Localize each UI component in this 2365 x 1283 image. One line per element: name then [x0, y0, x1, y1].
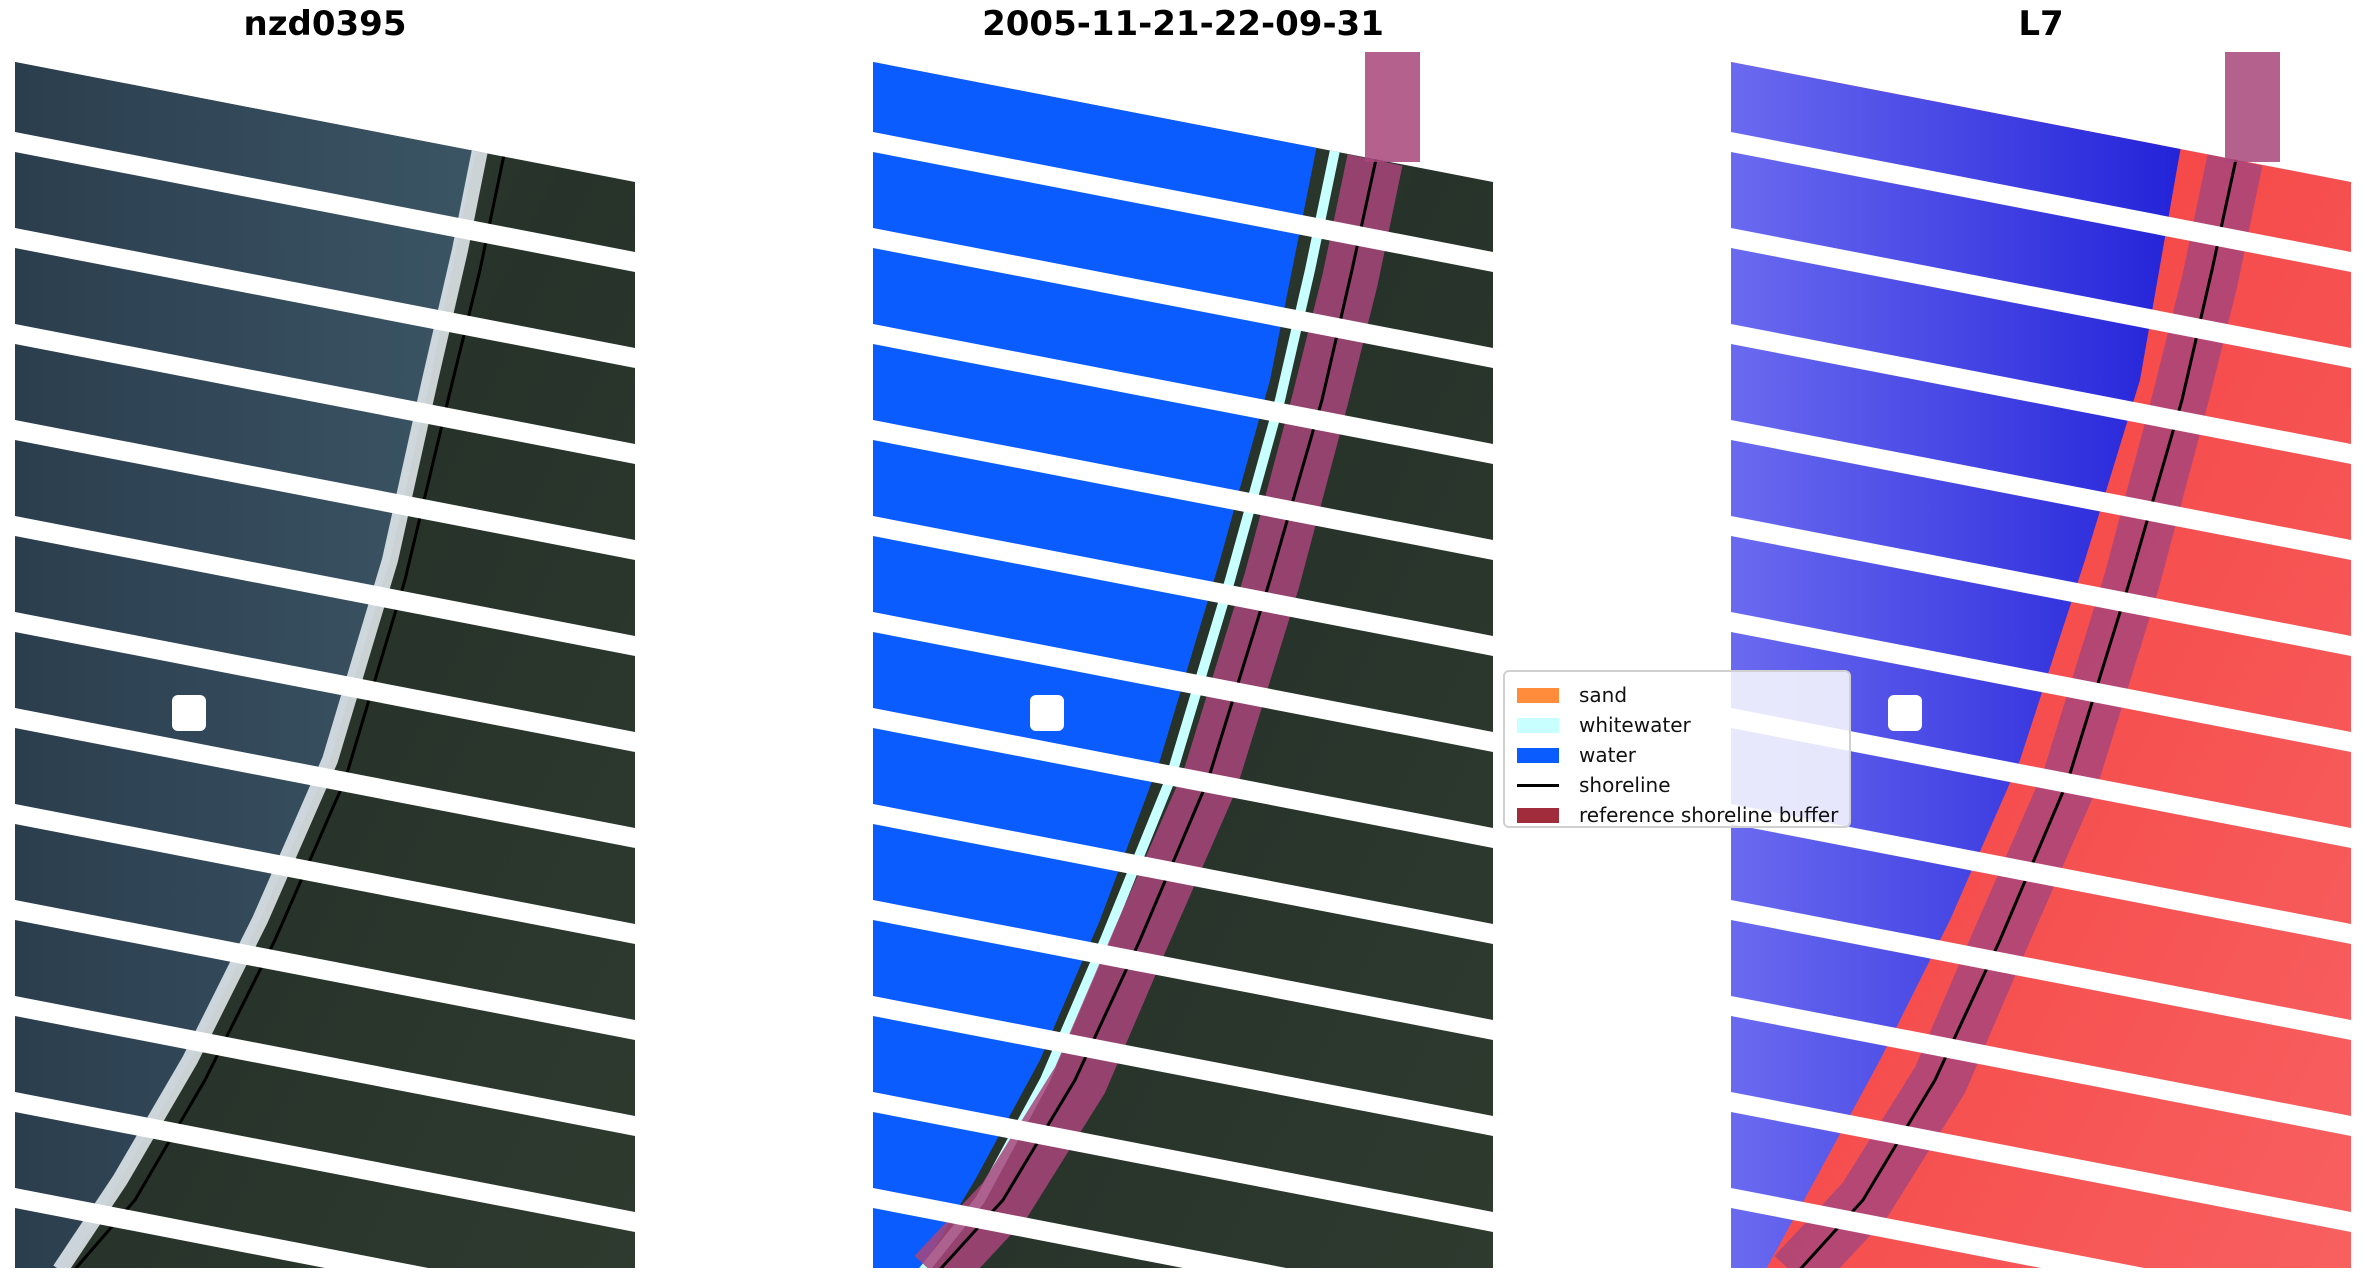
scan-line-gaps	[15, 132, 2351, 1283]
legend-label: water	[1579, 743, 1636, 767]
legend-label: whitewater	[1579, 713, 1691, 737]
legend-item-whitewater: whitewater	[1517, 710, 1837, 740]
legend-swatch-whitewater	[1517, 717, 1559, 733]
index-panel	[1731, 62, 2351, 1268]
legend-item-water: water	[1517, 740, 1837, 770]
legend-item-shoreline: shoreline	[1517, 770, 1837, 800]
panel-title-date: 2005-11-21-22-09-31	[982, 4, 1384, 44]
legend-swatch-shoreline	[1517, 783, 1559, 787]
legend-swatch-water	[1517, 747, 1559, 763]
classification-panel	[873, 62, 1493, 1268]
legend-label: shoreline	[1579, 773, 1671, 797]
buffer-top-segment-2	[2225, 52, 2280, 162]
buffer-top-segment	[1365, 52, 1420, 162]
legend-label: reference shoreline buffer	[1579, 803, 1839, 827]
panel-title-rgb: nzd0395	[243, 4, 407, 44]
legend-item-buffer: reference shoreline buffer	[1517, 800, 1839, 827]
legend: sand whitewater water shoreline referenc…	[1503, 670, 1851, 828]
rgb-panel	[15, 62, 635, 1268]
legend-swatch-buffer	[1517, 807, 1559, 823]
legend-label: sand	[1579, 683, 1628, 707]
panel-title-sensor: L7	[2018, 4, 2064, 44]
legend-swatch-sand	[1517, 687, 1559, 703]
legend-item-sand: sand	[1517, 680, 1837, 710]
